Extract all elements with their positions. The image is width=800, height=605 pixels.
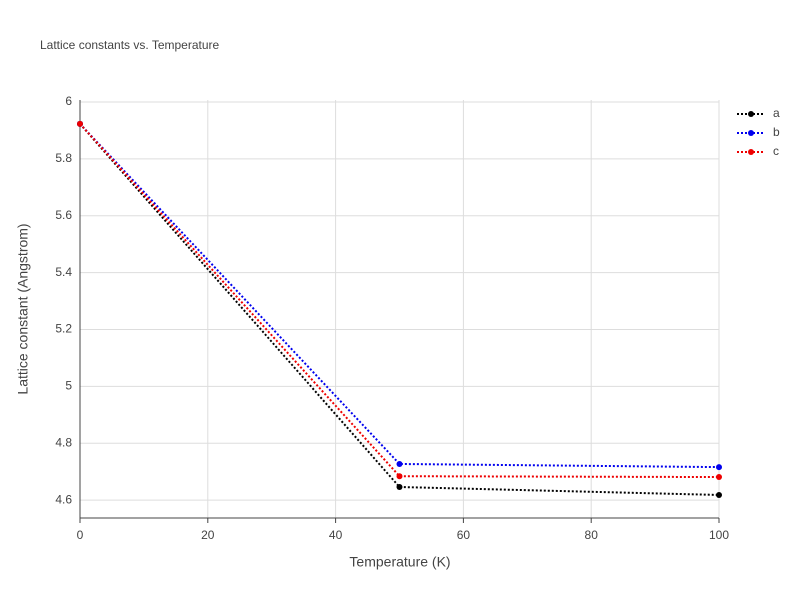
- y-tick-label: 5.6: [55, 208, 72, 222]
- legend-marker: [748, 130, 754, 136]
- data-point: [77, 120, 83, 127]
- series-line: [79, 123, 720, 469]
- legend-label: b: [773, 125, 780, 139]
- y-tick-label: 5.2: [55, 322, 72, 336]
- series-line: [79, 123, 720, 479]
- y-tick-label: 5: [65, 379, 72, 393]
- legend-label: a: [773, 106, 780, 120]
- x-tick-label: 80: [585, 528, 599, 542]
- legend-marker: [748, 111, 754, 117]
- x-tick-label: 0: [77, 528, 84, 542]
- y-axis-title: Lattice constant (Angstrom): [15, 223, 31, 394]
- y-tick-label: 5.8: [55, 151, 72, 165]
- x-axis-title: Temperature (K): [349, 554, 450, 570]
- x-tick-label: 100: [709, 528, 729, 542]
- legend-label: c: [773, 144, 779, 158]
- series-line: [79, 123, 720, 496]
- chart-title: Lattice constants vs. Temperature: [40, 38, 220, 52]
- y-tick-label: 4.6: [55, 492, 72, 506]
- data-point: [716, 464, 722, 471]
- y-tick-label: 4.8: [55, 435, 72, 449]
- legend-marker: [748, 149, 754, 155]
- x-tick-label: 40: [329, 528, 343, 542]
- x-tick-label: 20: [201, 528, 215, 542]
- data-point: [716, 491, 722, 498]
- data-point: [396, 484, 403, 491]
- data-point: [396, 460, 403, 467]
- y-tick-label: 6: [65, 94, 72, 108]
- y-tick-label: 5.4: [55, 265, 72, 279]
- data-point: [716, 474, 722, 481]
- x-tick-label: 60: [457, 528, 471, 542]
- data-point: [396, 473, 403, 480]
